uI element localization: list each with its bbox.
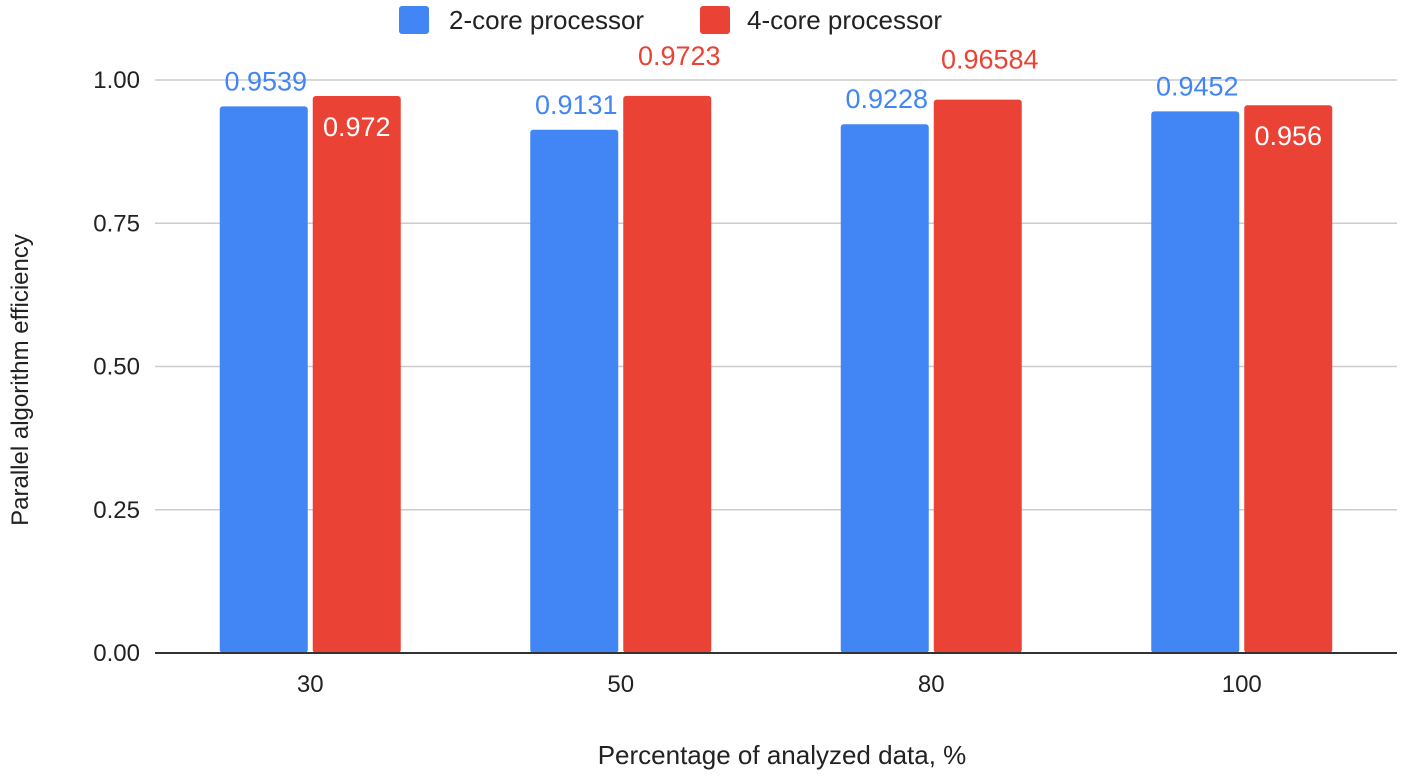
legend-swatch (399, 6, 429, 34)
legend: 2-core processor 4-core processor (399, 5, 942, 35)
x-tick-label: 100 (1222, 671, 1262, 698)
bar-series2-80 (933, 99, 1022, 654)
x-axis-label: Percentage of analyzed data, % (598, 740, 967, 770)
y-tick-label: 0.75 (93, 210, 140, 237)
bar-series2-30 (312, 96, 401, 653)
x-tick-label: 30 (297, 671, 324, 698)
data-label: 0.9539 (224, 66, 307, 96)
y-axis-ticks: 0.00 0.25 0.50 0.75 1.00 (93, 67, 140, 667)
data-label: 0.972 (323, 112, 391, 142)
data-label: 0.9131 (535, 90, 618, 120)
bar-series1-80 (840, 124, 929, 654)
y-axis-label: Parallel algorithm efficiency (7, 234, 34, 526)
y-tick-label: 0.00 (93, 640, 140, 667)
bar-series1-50 (530, 129, 619, 653)
bar-series2-100 (1244, 105, 1333, 654)
x-tick-label: 80 (918, 671, 945, 698)
legend-label: 2-core processor (449, 5, 644, 35)
data-label: 0.9228 (845, 84, 928, 114)
bar-series1-30 (219, 106, 308, 654)
data-label: 0.9452 (1156, 71, 1239, 101)
legend-swatch (700, 6, 730, 34)
x-axis-ticks: 30 50 80 100 (297, 671, 1262, 698)
data-label: 0.96584 (941, 45, 1039, 75)
y-tick-label: 0.25 (93, 497, 140, 524)
data-label: 0.956 (1254, 121, 1322, 151)
bar-series1-100 (1151, 111, 1240, 654)
data-label: 0.9723 (638, 41, 721, 71)
legend-label: 4-core processor (747, 5, 942, 35)
bar-series2-50 (623, 95, 712, 654)
y-tick-label: 0.50 (93, 354, 140, 381)
bars (219, 95, 1333, 654)
y-tick-label: 1.00 (93, 67, 140, 94)
x-tick-label: 50 (607, 671, 634, 698)
data-labels: 0.9539 0.972 0.9131 0.9723 0.9228 0.96584 0.94… (224, 41, 1322, 151)
